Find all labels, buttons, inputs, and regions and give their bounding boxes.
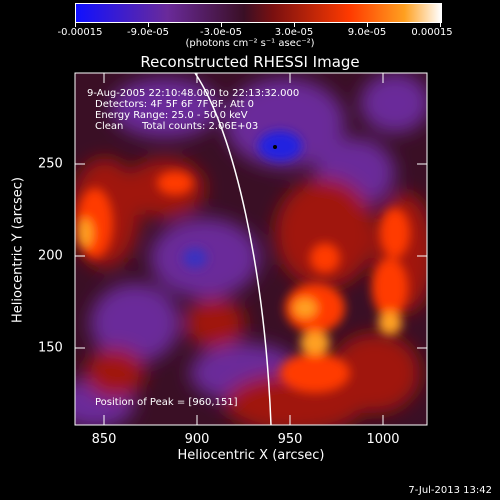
colorbar-tick [75, 22, 76, 27]
colorbar-tick-label: -3.0e-05 [200, 27, 242, 38]
total-counts-text: Total counts: 2.06E+03 [142, 121, 259, 132]
colorbar-tick [367, 22, 368, 27]
colorbar-tick-label: -9.0e-05 [127, 27, 169, 38]
time-range-text: 9-Aug-2005 22:10:48.000 to 22:13:32.000 [87, 88, 300, 99]
colorbar-units: (photons cm⁻² s⁻¹ asec⁻²) [185, 38, 315, 49]
colorbar [75, 3, 442, 23]
colorbar-tick-label: -0.00015 [57, 27, 103, 38]
image-map [75, 73, 427, 425]
peak-position-text: Position of Peak = [960,151] [95, 397, 238, 408]
colorbar-tick [294, 22, 295, 27]
y-tick-label: 250 [38, 156, 63, 172]
rhessi-image: 9-Aug-2005 22:10:48.000 to 22:13:32.000 … [75, 73, 427, 425]
x-tick-label: 850 [91, 432, 117, 447]
method-text: Clean [95, 121, 124, 132]
colorbar-tick [148, 22, 149, 27]
timestamp: 7-Jul-2013 13:42 [408, 485, 492, 496]
x-tick-label: 900 [184, 432, 210, 447]
plot-title: Reconstructed RHESSI Image [140, 53, 360, 71]
x-tick-label: 1000 [366, 432, 400, 447]
colorbar-tick-label: 9.0e-05 [347, 27, 387, 38]
colorbar-tick [221, 22, 222, 27]
y-axis-label: Heliocentric Y (arcsec) [10, 177, 26, 323]
colorbar-tick [440, 22, 441, 27]
detectors-text: Detectors: 4F 5F 6F 7F 8F, Att 0 [95, 99, 255, 110]
y-tick-label: 200 [38, 248, 63, 264]
y-tick-label: 150 [38, 340, 63, 356]
x-tick-label: 950 [277, 432, 303, 447]
colorbar-tick-label: 3.0e-05 [274, 27, 314, 38]
energy-range-text: Energy Range: 25.0 - 50.0 keV [95, 110, 248, 121]
x-axis-label: Heliocentric X (arcsec) [177, 448, 325, 463]
colorbar-tick-label: 0.00015 [411, 27, 453, 38]
